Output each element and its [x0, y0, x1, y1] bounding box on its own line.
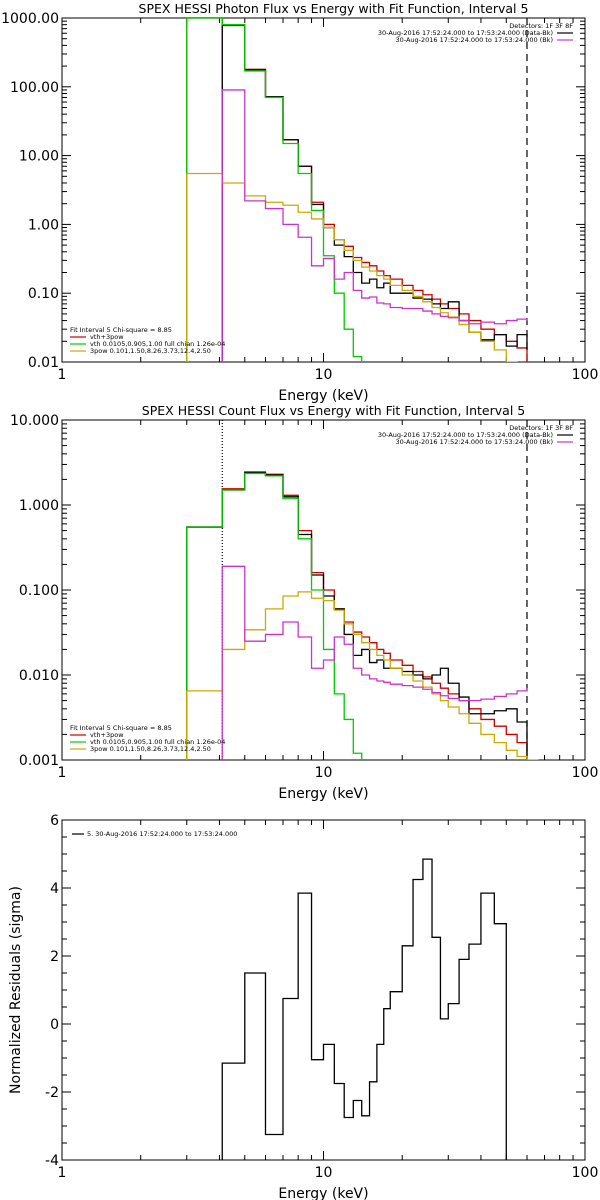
x-tick-label: 100	[572, 367, 599, 383]
y-tick-label: -2	[45, 1085, 59, 1101]
legend-entry: vth 0.0105,0.905,1.00 full chian 1.26e-0…	[90, 738, 225, 746]
x-tick-label: 10	[315, 765, 333, 781]
legend-entry: 30-Aug-2016 17:52:24.000 to 17:53:24.000…	[396, 438, 553, 446]
legend-header: Fit Interval 5 Chi-square = 8.85	[70, 326, 172, 334]
y-tick-label: 0.010	[19, 668, 59, 684]
series-line-2-0	[221, 858, 507, 1160]
y-tick-label: 1.00	[28, 217, 59, 233]
x-tick-label: 100	[572, 1165, 599, 1181]
legend-entry: vth 0.0105,0.905,1.00 full chian 1.26e-0…	[90, 340, 225, 348]
legend-entry: 3pow 0.101,1.50,8.26,3.73,12.4,2.50	[90, 347, 211, 355]
legend-header: Fit Interval 5 Chi-square = 8.85	[70, 724, 172, 732]
y-tick-label: 6	[50, 813, 59, 829]
y-tick-label: 0	[50, 1017, 59, 1033]
plot-frame-0	[61, 17, 586, 363]
legend-entry: vth+3pow	[90, 731, 124, 739]
chart-title-1: SPEX HESSI Count Flux vs Energy with Fit…	[142, 403, 525, 418]
y-tick-label: 4	[50, 881, 59, 897]
y-tick-label: 0.100	[19, 583, 59, 599]
legend-entry: 30-Aug-2016 17:52:24.000 to 17:53:24.000…	[378, 431, 553, 439]
y-tick-label: 10.00	[19, 149, 59, 165]
series-line-1-1	[186, 472, 528, 760]
y-axis-label: Normalized Residuals (sigma)	[8, 886, 24, 1094]
series-line-1-2	[186, 472, 363, 760]
series-line-0-0	[186, 18, 528, 362]
series-line-0-4	[221, 89, 528, 362]
x-tick-label: 1	[58, 367, 67, 383]
y-tick-label: 2	[50, 949, 59, 965]
legend-entry: 5. 30-Aug-2016 17:52:24.000 to 17:53:24.…	[87, 830, 237, 838]
series-line-1-4	[221, 565, 528, 760]
x-axis-label: Energy (keV)	[278, 1186, 368, 1200]
series-line-0-2	[186, 18, 363, 362]
x-tick-label: 1	[58, 1165, 67, 1181]
series-line-1-0	[186, 471, 528, 760]
y-tick-label: 100.00	[10, 80, 59, 96]
legend-entry: 30-Aug-2016 17:52:24.000 to 17:53:24.000…	[378, 29, 553, 37]
series-line-0-3	[186, 172, 518, 362]
y-tick-label: 1.000	[19, 498, 59, 514]
legend-entry: 30-Aug-2016 17:52:24.000 to 17:53:24.000…	[396, 36, 553, 44]
x-tick-label: 10	[315, 1165, 333, 1181]
x-axis-label: Energy (keV)	[278, 786, 368, 802]
y-tick-label: 1000.00	[1, 11, 59, 27]
y-tick-label: -4	[45, 1153, 59, 1169]
chart-title-0: SPEX HESSI Photon Flux vs Energy with Fi…	[139, 1, 529, 16]
y-tick-label: 10.000	[10, 413, 59, 429]
legend-header: Detectors: 1F 3F 8F	[509, 22, 573, 30]
series-line-1-3	[186, 591, 539, 760]
legend-entry: vth+3pow	[90, 333, 124, 341]
legend-entry: 3pow 0.101,1.50,8.26,3.73,12.4,2.50	[90, 745, 211, 753]
y-tick-label: 0.10	[28, 286, 59, 302]
x-tick-label: 10	[315, 367, 333, 383]
y-tick-label: 0.01	[28, 355, 59, 371]
series-line-0-1	[221, 24, 528, 362]
y-tick-label: 0.001	[19, 753, 59, 769]
legend-header: Detectors: 1F 3F 8F	[509, 424, 573, 432]
x-axis-label: Energy (keV)	[278, 388, 368, 404]
x-tick-label: 100	[572, 765, 599, 781]
x-tick-label: 1	[58, 765, 67, 781]
